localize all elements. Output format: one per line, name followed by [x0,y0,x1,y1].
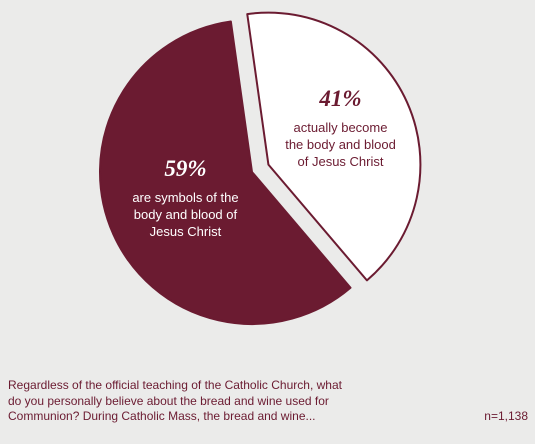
question-line-3: Communion? During Catholic Mass, the bre… [8,409,316,423]
slice-value-label-become: 41% [318,86,361,111]
slice-symbols [99,20,352,325]
slice-description-symbols-line-3: Jesus Christ [150,224,222,239]
slice-description-become-line-1: actually become [294,120,388,135]
question-line-1: Regardless of the official teaching of t… [8,378,342,392]
slice-description-become-line-3: of Jesus Christ [298,154,384,169]
question-line-2: do you personally believe about the brea… [8,393,329,408]
slice-description-symbols-line-1: are symbols of the [132,190,238,205]
pie-chart: 41% actually become the body and blood of J… [99,11,422,325]
survey-question: Regardless of the official teaching of t… [8,378,458,425]
slice-description-symbols-line-2: body and blood of [134,207,238,222]
sample-size-label: n=1,138 [484,409,528,423]
slice-value-label-symbols: 59% [164,156,206,181]
slice-become [246,11,422,282]
slice-description-become-line-2: the body and blood [285,137,396,152]
